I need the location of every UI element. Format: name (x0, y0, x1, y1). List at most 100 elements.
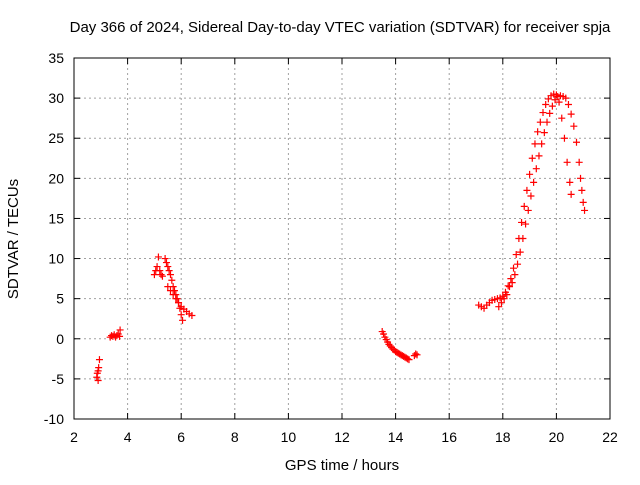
data-point (567, 110, 575, 118)
data-point (567, 190, 575, 198)
x-tick-label: 6 (177, 429, 185, 445)
data-point (501, 288, 509, 296)
data-point (579, 198, 587, 206)
y-tick-label: 25 (48, 130, 64, 146)
data-point (150, 271, 158, 279)
data-point (166, 287, 174, 295)
x-tick-label: 18 (495, 429, 511, 445)
data-point (577, 174, 585, 182)
data-point (519, 235, 527, 242)
data-point (169, 291, 177, 299)
y-tick-label: 10 (48, 251, 64, 267)
x-tick-label: 4 (124, 429, 132, 445)
data-point (508, 279, 516, 287)
data-point (539, 109, 547, 117)
data-point (548, 102, 556, 110)
y-tick-label: 35 (48, 50, 64, 66)
grid-lines (74, 58, 610, 419)
data-point (578, 186, 586, 194)
data-point (528, 154, 536, 162)
data-point (116, 332, 124, 340)
data-point (95, 356, 103, 364)
data-point (520, 202, 528, 210)
data-point (562, 94, 570, 102)
data-point (156, 267, 164, 275)
x-tick-label: 22 (602, 429, 618, 445)
data-point (514, 260, 522, 268)
data-point (538, 140, 546, 148)
data-point (555, 98, 563, 106)
data-point (116, 326, 124, 334)
x-tick-label: 10 (281, 429, 297, 445)
data-point (188, 312, 196, 320)
x-tick-label: 8 (231, 429, 239, 445)
data-point (516, 248, 524, 256)
data-point (581, 206, 589, 214)
y-tick-label: 0 (56, 331, 64, 347)
data-point (405, 356, 413, 364)
data-point (552, 91, 560, 99)
y-tick-label: 30 (48, 90, 64, 106)
data-point (522, 220, 530, 228)
data-point (179, 316, 187, 324)
data-point (535, 152, 543, 160)
data-points (93, 90, 589, 384)
y-tick-label: -5 (52, 371, 65, 387)
data-point (500, 295, 508, 303)
x-tick-label: 2 (70, 429, 78, 445)
data-point (158, 272, 166, 280)
data-point (172, 295, 180, 303)
data-point (558, 114, 566, 122)
data-point (95, 364, 103, 372)
data-point (527, 192, 535, 200)
data-point (542, 101, 550, 109)
data-point (404, 355, 412, 363)
data-point (380, 330, 388, 338)
data-point (157, 271, 165, 279)
x-axis-label: GPS time / hours (285, 457, 399, 474)
y-tick-label: 15 (48, 210, 64, 226)
data-point (154, 253, 162, 261)
data-point (506, 283, 513, 291)
data-point (177, 311, 185, 319)
data-point (570, 122, 578, 130)
data-point (540, 129, 548, 137)
data-point (511, 271, 519, 279)
x-tick-label: 14 (388, 429, 404, 445)
y-tick-label: 20 (48, 170, 64, 186)
data-point (523, 186, 531, 194)
data-point (560, 134, 568, 142)
data-point (573, 138, 580, 146)
data-point (413, 351, 421, 359)
x-tick-label: 12 (334, 429, 350, 445)
data-point (176, 304, 184, 312)
data-point (161, 255, 169, 263)
data-point (94, 376, 102, 384)
data-point (165, 267, 173, 275)
data-point (518, 218, 526, 226)
x-tick-labels: 2 4 6 8 10 12 14 16 18 20 22 (70, 429, 618, 445)
data-point (563, 158, 571, 166)
data-point (166, 271, 174, 279)
data-point (531, 140, 539, 148)
data-point (504, 282, 512, 290)
data-point (530, 178, 538, 186)
y-axis-label: SDTVAR / TECUs (5, 179, 22, 299)
data-point (510, 264, 518, 272)
data-point (168, 276, 176, 284)
y-tick-label: 5 (56, 291, 64, 307)
data-point (524, 206, 532, 214)
y-tick-labels: -10 -5 0 5 10 15 20 25 30 35 (44, 50, 64, 427)
data-point (566, 178, 574, 186)
data-point (175, 299, 183, 307)
data-point (164, 283, 172, 291)
data-point (546, 109, 554, 117)
data-point (412, 350, 420, 358)
data-point (543, 118, 551, 126)
data-point (495, 303, 503, 311)
data-point (526, 170, 534, 178)
y-tick-label: -10 (44, 411, 64, 427)
